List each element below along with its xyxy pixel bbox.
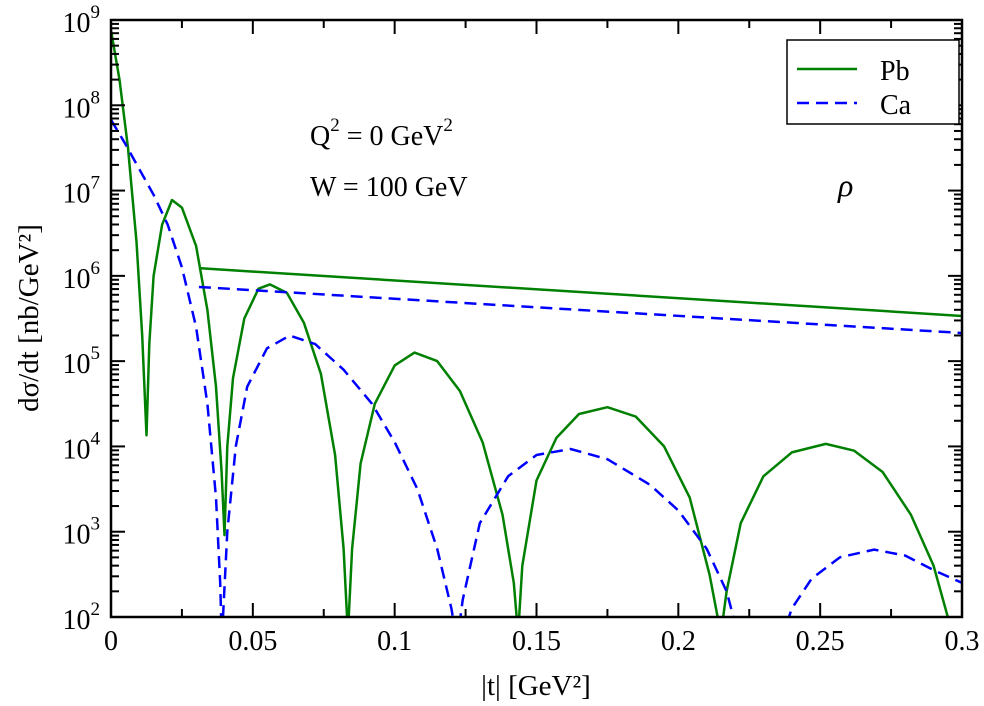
y-tick-label: 108 (63, 87, 101, 124)
x-tick-label: 0.15 (512, 626, 561, 657)
annotation-w: W = 100 GeV (310, 172, 468, 203)
x-tick-label: 0.05 (228, 626, 277, 657)
series-ca-envelope (198, 285, 962, 335)
x-tick-labels: 0 0.05 0.1 0.15 0.2 0.25 0.3 (104, 626, 980, 657)
x-tick-label: 0.25 (796, 626, 845, 657)
y-axis-label: dσ/dt [nb/GeV²] (13, 224, 45, 412)
curves (111, 29, 962, 617)
x-tick-label: 0.2 (661, 626, 696, 657)
y-tick-labels: 102 103 104 105 106 107 108 109 (63, 2, 101, 636)
legend: Pb Ca (786, 39, 960, 125)
annotation-q2: Q2 = 0 GeV2 (310, 115, 453, 152)
series-pb-envelope (198, 266, 962, 318)
x-tick-label: 0.3 (945, 626, 980, 657)
svg-text:Q2 = 0 GeV2: Q2 = 0 GeV2 (310, 115, 453, 152)
y-tick-label: 105 (63, 343, 101, 380)
y-tick-label: 109 (63, 2, 101, 39)
y-tick-label: 103 (63, 514, 101, 551)
x-tick-label: 0.1 (377, 626, 412, 657)
x-axis-label: |t| [GeV²] (481, 670, 591, 702)
y-tick-label: 102 (63, 599, 101, 636)
y-tick-label: 106 (63, 258, 101, 295)
legend-label-pb: Pb (880, 56, 910, 87)
series-pb-curve (111, 29, 950, 617)
series-ca-curve (111, 119, 962, 617)
legend-label-ca: Ca (880, 90, 912, 121)
y-tick-label: 107 (63, 173, 101, 210)
x-tick-label: 0 (104, 626, 118, 657)
annotation-meson: ρ (837, 167, 853, 203)
y-tick-label: 104 (63, 428, 101, 465)
